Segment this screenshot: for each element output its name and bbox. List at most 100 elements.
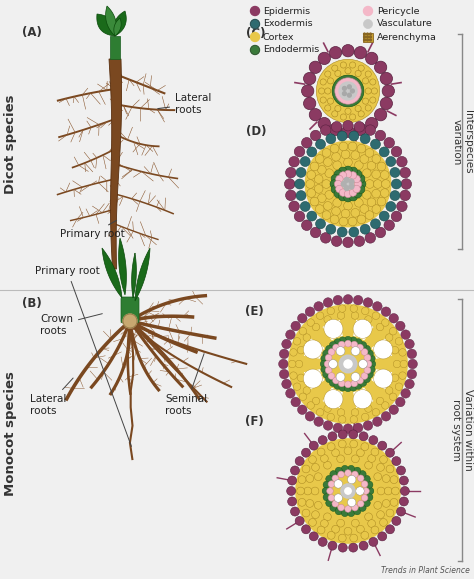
Circle shape — [365, 513, 373, 521]
Circle shape — [285, 167, 296, 178]
Circle shape — [316, 59, 380, 123]
Circle shape — [309, 108, 321, 121]
Circle shape — [358, 111, 365, 117]
Circle shape — [303, 387, 310, 394]
Wedge shape — [348, 320, 374, 364]
Circle shape — [363, 190, 371, 199]
Circle shape — [324, 405, 331, 412]
Circle shape — [324, 513, 331, 521]
Circle shape — [286, 389, 295, 398]
Circle shape — [361, 494, 368, 501]
Circle shape — [332, 475, 338, 482]
Circle shape — [329, 342, 337, 349]
Circle shape — [311, 511, 319, 519]
Circle shape — [372, 189, 381, 198]
Circle shape — [391, 211, 402, 222]
Circle shape — [331, 174, 340, 183]
Circle shape — [370, 33, 372, 35]
Circle shape — [333, 344, 339, 351]
Circle shape — [365, 149, 374, 157]
Circle shape — [330, 179, 339, 188]
Circle shape — [311, 463, 319, 471]
Circle shape — [289, 156, 300, 167]
Circle shape — [339, 384, 346, 391]
Circle shape — [320, 519, 328, 527]
Circle shape — [309, 441, 318, 450]
Circle shape — [342, 91, 347, 96]
Circle shape — [322, 179, 331, 188]
Circle shape — [353, 185, 360, 193]
Circle shape — [338, 167, 347, 176]
Circle shape — [363, 500, 370, 507]
Circle shape — [391, 374, 399, 382]
Circle shape — [374, 179, 382, 188]
Text: Exodermis: Exodermis — [263, 20, 313, 28]
Circle shape — [380, 97, 392, 109]
Bar — [363, 32, 373, 42]
Circle shape — [329, 379, 337, 386]
Circle shape — [303, 334, 310, 341]
Circle shape — [390, 476, 398, 483]
Circle shape — [339, 337, 346, 345]
Circle shape — [361, 443, 369, 450]
Circle shape — [373, 302, 382, 311]
Circle shape — [373, 417, 382, 426]
Circle shape — [326, 500, 333, 507]
Circle shape — [354, 236, 365, 247]
Circle shape — [386, 201, 396, 211]
Text: Primary root: Primary root — [35, 266, 131, 446]
Circle shape — [306, 500, 314, 507]
Circle shape — [323, 421, 333, 430]
Circle shape — [347, 510, 355, 516]
Circle shape — [407, 349, 417, 358]
Circle shape — [337, 227, 347, 237]
Circle shape — [397, 201, 407, 211]
Circle shape — [349, 189, 356, 196]
Circle shape — [384, 220, 394, 230]
Circle shape — [315, 155, 324, 163]
Circle shape — [287, 486, 296, 496]
Circle shape — [346, 93, 352, 98]
Circle shape — [366, 36, 368, 38]
Circle shape — [351, 341, 358, 348]
Circle shape — [314, 185, 323, 193]
Circle shape — [377, 162, 386, 171]
Circle shape — [327, 488, 333, 494]
Circle shape — [293, 338, 301, 345]
Circle shape — [338, 354, 357, 373]
Circle shape — [374, 501, 382, 509]
Circle shape — [362, 307, 369, 315]
Circle shape — [332, 152, 340, 161]
Circle shape — [324, 461, 331, 469]
Circle shape — [371, 448, 379, 456]
Circle shape — [351, 312, 359, 319]
Circle shape — [289, 360, 296, 368]
Circle shape — [353, 423, 363, 433]
Circle shape — [123, 314, 137, 328]
Circle shape — [366, 481, 373, 488]
Circle shape — [343, 424, 353, 434]
Circle shape — [345, 505, 351, 512]
Circle shape — [330, 504, 337, 511]
Circle shape — [303, 369, 322, 388]
Circle shape — [307, 189, 316, 197]
Circle shape — [366, 39, 368, 41]
Circle shape — [386, 509, 394, 517]
Circle shape — [295, 438, 401, 544]
Circle shape — [279, 349, 289, 358]
Circle shape — [352, 504, 358, 511]
Circle shape — [363, 169, 371, 178]
Circle shape — [333, 377, 339, 384]
Circle shape — [309, 61, 321, 74]
Circle shape — [325, 71, 331, 77]
Circle shape — [286, 330, 295, 339]
Circle shape — [344, 487, 352, 495]
Circle shape — [330, 144, 339, 153]
Circle shape — [339, 142, 348, 151]
Circle shape — [309, 456, 317, 463]
Circle shape — [335, 467, 342, 474]
Circle shape — [392, 516, 401, 525]
Circle shape — [310, 162, 319, 171]
Circle shape — [363, 298, 373, 307]
Circle shape — [353, 319, 372, 338]
